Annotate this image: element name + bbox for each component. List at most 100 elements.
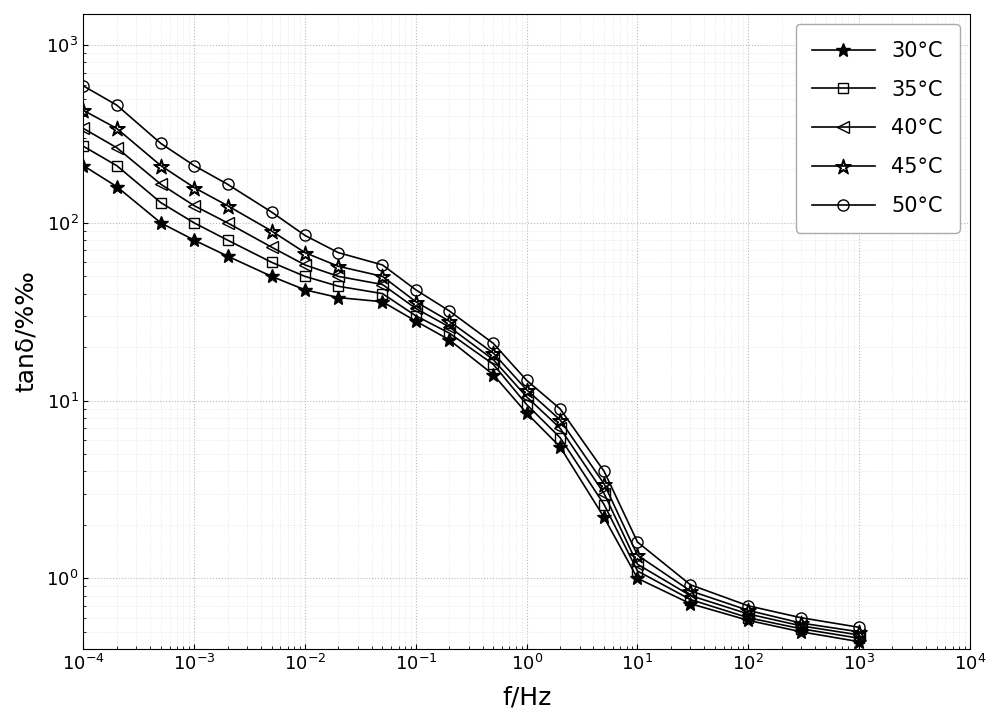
35°C bbox=[631, 567, 643, 576]
40°C bbox=[77, 124, 89, 133]
45°C bbox=[598, 479, 610, 488]
35°C bbox=[853, 634, 865, 643]
35°C bbox=[795, 625, 807, 633]
30°C bbox=[795, 628, 807, 636]
45°C bbox=[222, 201, 234, 210]
45°C bbox=[376, 272, 388, 281]
40°C bbox=[742, 609, 754, 618]
50°C bbox=[299, 231, 311, 240]
30°C bbox=[410, 317, 422, 325]
45°C bbox=[188, 183, 200, 192]
45°C bbox=[299, 248, 311, 257]
40°C bbox=[222, 218, 234, 227]
35°C bbox=[332, 282, 344, 291]
45°C bbox=[487, 348, 499, 357]
35°C bbox=[487, 360, 499, 369]
35°C bbox=[266, 258, 278, 267]
35°C bbox=[222, 236, 234, 244]
30°C bbox=[742, 616, 754, 625]
45°C bbox=[77, 106, 89, 115]
30°C bbox=[554, 442, 566, 451]
50°C bbox=[795, 613, 807, 622]
30°C bbox=[684, 599, 696, 608]
45°C bbox=[554, 416, 566, 424]
40°C bbox=[332, 272, 344, 281]
Line: 35°C: 35°C bbox=[79, 142, 864, 643]
30°C bbox=[77, 161, 89, 170]
50°C bbox=[443, 307, 455, 315]
35°C bbox=[410, 312, 422, 320]
50°C bbox=[554, 404, 566, 413]
Line: 50°C: 50°C bbox=[78, 80, 865, 633]
Legend: 30°C, 35°C, 40°C, 45°C, 50°C: 30°C, 35°C, 40°C, 45°C, 50°C bbox=[796, 25, 960, 233]
30°C bbox=[598, 513, 610, 522]
30°C bbox=[443, 335, 455, 344]
45°C bbox=[684, 586, 696, 595]
30°C bbox=[332, 294, 344, 302]
45°C bbox=[443, 317, 455, 325]
Line: 45°C: 45°C bbox=[76, 103, 867, 639]
50°C bbox=[853, 623, 865, 632]
40°C bbox=[410, 304, 422, 313]
50°C bbox=[487, 339, 499, 348]
Y-axis label: tanδ/%‰: tanδ/%‰ bbox=[14, 270, 38, 393]
40°C bbox=[554, 424, 566, 432]
50°C bbox=[77, 82, 89, 90]
30°C bbox=[853, 638, 865, 646]
45°C bbox=[521, 385, 533, 394]
35°C bbox=[598, 500, 610, 509]
45°C bbox=[266, 227, 278, 236]
45°C bbox=[853, 628, 865, 636]
45°C bbox=[332, 262, 344, 270]
30°C bbox=[111, 182, 123, 191]
50°C bbox=[598, 467, 610, 476]
45°C bbox=[742, 606, 754, 615]
45°C bbox=[155, 161, 167, 170]
35°C bbox=[111, 161, 123, 170]
Line: 40°C: 40°C bbox=[78, 123, 865, 641]
50°C bbox=[521, 376, 533, 385]
30°C bbox=[487, 370, 499, 379]
35°C bbox=[521, 401, 533, 409]
40°C bbox=[376, 281, 388, 289]
40°C bbox=[299, 260, 311, 269]
35°C bbox=[299, 272, 311, 281]
40°C bbox=[443, 322, 455, 331]
35°C bbox=[443, 329, 455, 338]
35°C bbox=[188, 218, 200, 227]
50°C bbox=[155, 139, 167, 147]
40°C bbox=[795, 622, 807, 630]
40°C bbox=[853, 630, 865, 639]
40°C bbox=[487, 355, 499, 364]
40°C bbox=[684, 591, 696, 600]
40°C bbox=[188, 201, 200, 210]
Line: 30°C: 30°C bbox=[76, 158, 866, 649]
45°C bbox=[631, 551, 643, 560]
40°C bbox=[266, 243, 278, 252]
30°C bbox=[155, 218, 167, 227]
50°C bbox=[631, 538, 643, 547]
30°C bbox=[299, 286, 311, 294]
35°C bbox=[77, 142, 89, 150]
30°C bbox=[188, 236, 200, 244]
40°C bbox=[598, 489, 610, 498]
35°C bbox=[684, 595, 696, 604]
35°C bbox=[155, 198, 167, 207]
50°C bbox=[684, 581, 696, 589]
35°C bbox=[376, 289, 388, 298]
40°C bbox=[521, 393, 533, 401]
45°C bbox=[111, 124, 123, 133]
40°C bbox=[631, 560, 643, 568]
50°C bbox=[410, 286, 422, 294]
40°C bbox=[155, 180, 167, 189]
50°C bbox=[188, 161, 200, 170]
30°C bbox=[266, 272, 278, 281]
30°C bbox=[222, 252, 234, 260]
30°C bbox=[631, 574, 643, 583]
50°C bbox=[111, 100, 123, 109]
50°C bbox=[332, 248, 344, 257]
45°C bbox=[410, 297, 422, 306]
30°C bbox=[376, 297, 388, 306]
X-axis label: f/Hz: f/Hz bbox=[502, 685, 551, 709]
30°C bbox=[521, 408, 533, 417]
